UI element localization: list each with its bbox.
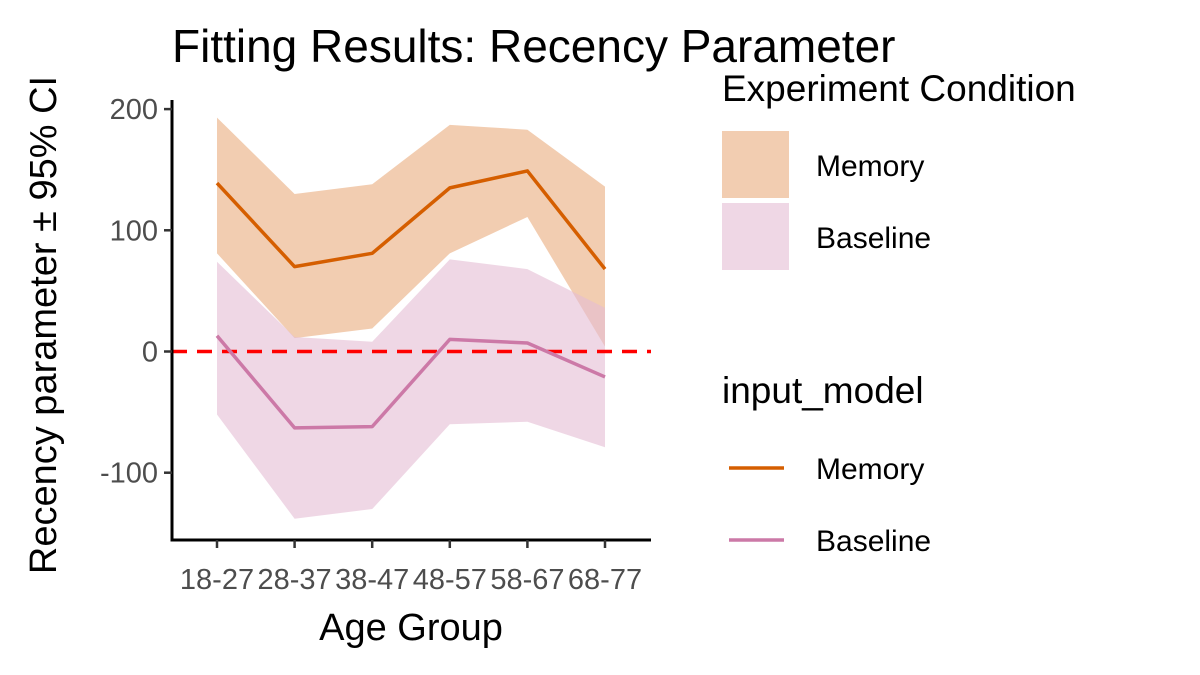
ci-ribbons xyxy=(217,117,605,519)
series-line-memory xyxy=(215,169,607,271)
legend-label: Baseline xyxy=(816,525,931,558)
y-axis-title: Recency parameter ± 95% CI xyxy=(23,76,65,574)
legend-key-fill-baseline xyxy=(722,203,789,270)
axes: -100 0 100 200 18-27 28-37 38-47 48-57 58-67 68-7… xyxy=(100,94,651,596)
x-tick-label: 18-27 xyxy=(180,564,254,596)
legend-title-fill: Experiment Condition xyxy=(722,68,1076,109)
x-tick-label: 58-67 xyxy=(490,564,564,596)
x-tick-label: 28-37 xyxy=(258,564,332,596)
y-tick-label: 200 xyxy=(110,94,158,126)
ci-ribbon-baseline xyxy=(217,259,605,519)
legend-title-line: input_model xyxy=(722,370,924,411)
chart-title: Fitting Results: Recency Parameter xyxy=(172,20,896,72)
x-tick-label: 48-57 xyxy=(413,564,487,596)
legend-key-fill-memory xyxy=(722,131,789,198)
series-lines xyxy=(215,169,607,430)
legend-label: Baseline xyxy=(816,222,931,255)
legend: Experiment Condition Memory Baseline input_… xyxy=(722,68,1076,558)
series-line-baseline xyxy=(215,334,606,430)
legend-label: Memory xyxy=(816,453,924,486)
x-tick-label: 68-77 xyxy=(568,564,642,596)
x-tick-label: 38-47 xyxy=(335,564,409,596)
y-tick-label: 0 xyxy=(142,337,158,369)
y-tick-label: -100 xyxy=(100,458,158,490)
legend-label: Memory xyxy=(816,150,924,183)
x-axis-title: Age Group xyxy=(319,607,503,649)
y-tick-label: 100 xyxy=(110,215,158,247)
